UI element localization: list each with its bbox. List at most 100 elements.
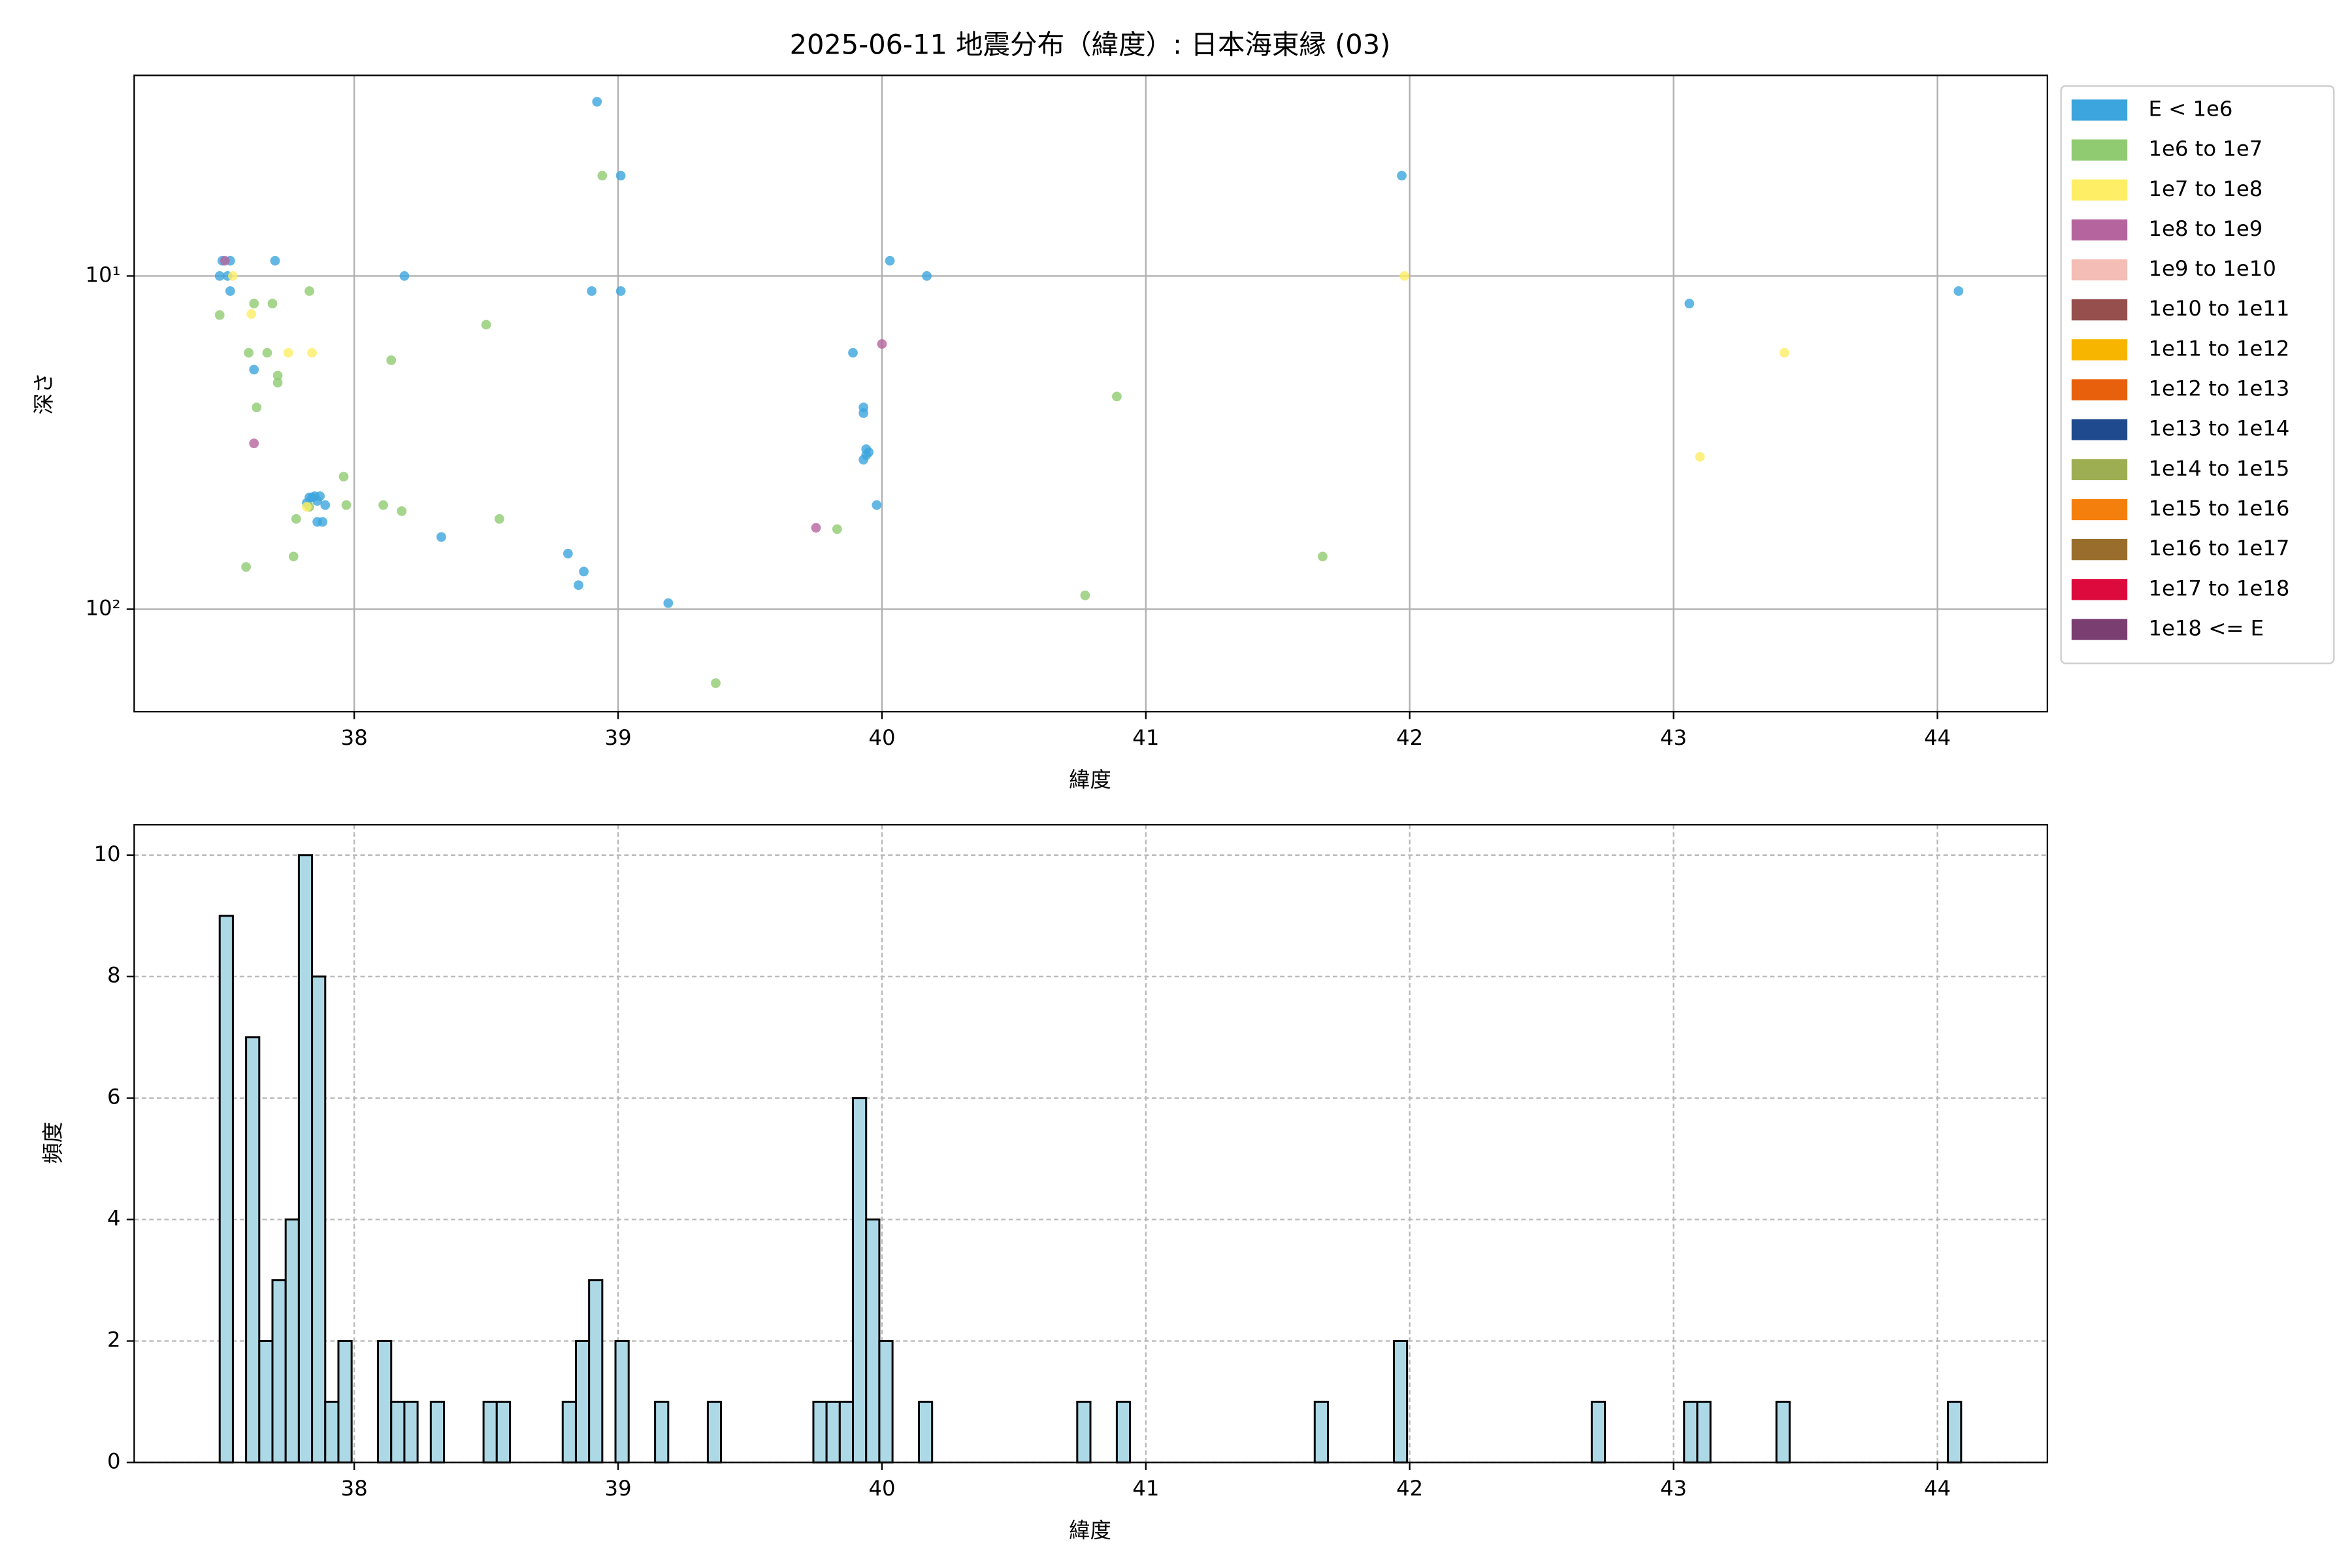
histogram-bar [1392, 1340, 1409, 1463]
legend-swatch [2071, 539, 2128, 561]
data-point [563, 548, 573, 559]
legend-label: 1e8 to 1e9 [2148, 216, 2262, 241]
y-tick-label: 2 [107, 1328, 121, 1352]
data-point [494, 514, 504, 524]
legend-swatch [2071, 259, 2128, 281]
y-tick-label: 6 [107, 1085, 121, 1109]
histogram-bar [1696, 1400, 1712, 1463]
data-point [1695, 451, 1705, 462]
data-point [858, 455, 869, 465]
x-tick-label: 40 [868, 725, 895, 750]
data-point [302, 502, 312, 512]
data-point [615, 171, 626, 181]
data-point [246, 309, 257, 319]
x-tick-label: 43 [1660, 1476, 1687, 1501]
data-point [1953, 286, 1964, 296]
histogram-bar [1313, 1400, 1329, 1463]
histogram-bar [324, 1400, 340, 1463]
legend-label: 1e18 <= E [2148, 615, 2264, 640]
x-tick-label: 43 [1660, 725, 1687, 750]
data-point [283, 348, 293, 358]
y-axis-label: 深さ [31, 372, 56, 415]
legend-label: 1e16 to 1e17 [2148, 536, 2289, 561]
data-point [249, 299, 259, 309]
y-tick-label: 10² [86, 595, 121, 620]
histogram-bar [245, 1036, 261, 1463]
data-point [288, 551, 299, 562]
data-point [399, 271, 410, 281]
data-point [1080, 590, 1090, 600]
legend-label: 1e11 to 1e12 [2148, 336, 2289, 361]
data-point [270, 255, 280, 266]
histogram-bar [917, 1400, 934, 1463]
legend-swatch [2071, 379, 2128, 400]
data-point [318, 517, 328, 527]
x-tick-label: 44 [1924, 725, 1951, 750]
plot-frame [133, 74, 2048, 713]
y-tick-label: 10¹ [86, 262, 121, 287]
legend-swatch [2071, 579, 2128, 600]
x-axis-label: 緯度 [1069, 767, 1111, 792]
data-point [267, 299, 278, 309]
data-point [397, 506, 407, 516]
histogram-bar [614, 1340, 630, 1463]
data-point [241, 562, 252, 572]
data-point [338, 472, 349, 482]
data-point [592, 97, 602, 107]
histogram-bar [271, 1279, 287, 1463]
histogram-bar [258, 1340, 274, 1463]
data-point [574, 580, 583, 591]
histogram-bar [1076, 1400, 1092, 1463]
data-point [1397, 171, 1407, 181]
legend-swatch [2071, 459, 2128, 480]
histogram-bar [838, 1400, 855, 1463]
legend-swatch [2071, 419, 2128, 440]
x-tick-label: 42 [1396, 725, 1423, 750]
data-point [811, 523, 821, 533]
data-point [220, 255, 230, 266]
histogram-bar [1590, 1400, 1607, 1463]
legend-label: 1e12 to 1e13 [2148, 376, 2289, 401]
y-axis-label: 頻度 [41, 1122, 65, 1164]
histogram-bar [878, 1340, 894, 1463]
data-point [312, 496, 323, 506]
histogram-bar [706, 1400, 723, 1463]
x-tick-label: 41 [1132, 725, 1159, 750]
data-point [307, 348, 317, 358]
histogram-bar [403, 1400, 419, 1463]
data-point [922, 271, 932, 281]
legend-label: 1e14 to 1e15 [2148, 456, 2289, 481]
y-tick-label: 4 [107, 1206, 121, 1231]
histogram-bar [284, 1218, 300, 1463]
data-point [249, 365, 259, 375]
data-point [1112, 391, 1122, 402]
histogram-bar [390, 1400, 406, 1463]
data-point [214, 271, 225, 281]
legend-swatch [2071, 299, 2128, 321]
histogram-bar [1775, 1400, 1791, 1463]
histogram-bar [1115, 1400, 1132, 1463]
legend-label: 1e13 to 1e14 [2148, 416, 2289, 441]
data-point [252, 402, 262, 412]
data-point [341, 500, 351, 510]
data-point [1684, 299, 1695, 309]
legend-label: 1e7 to 1e8 [2148, 176, 2262, 201]
histogram-bar [297, 854, 314, 1463]
histogram-bar [482, 1400, 498, 1463]
chart-title: 2025-06-11 地震分布（緯度）: 日本海東縁 (03) [790, 29, 1391, 61]
legend-swatch [2071, 99, 2128, 121]
histogram-bar [561, 1400, 577, 1463]
data-point [320, 500, 331, 510]
x-tick-label: 38 [341, 725, 368, 750]
data-point [1779, 348, 1789, 358]
histogram-bar [1947, 1400, 1963, 1463]
legend-label: E < 1e6 [2148, 96, 2232, 121]
x-tick-label: 39 [605, 725, 632, 750]
data-point [272, 370, 283, 381]
legend-label: 1e15 to 1e16 [2148, 496, 2289, 521]
legend-swatch [2071, 619, 2128, 640]
histogram-bar [825, 1400, 841, 1463]
data-point [481, 319, 491, 330]
legend-swatch [2071, 339, 2128, 361]
